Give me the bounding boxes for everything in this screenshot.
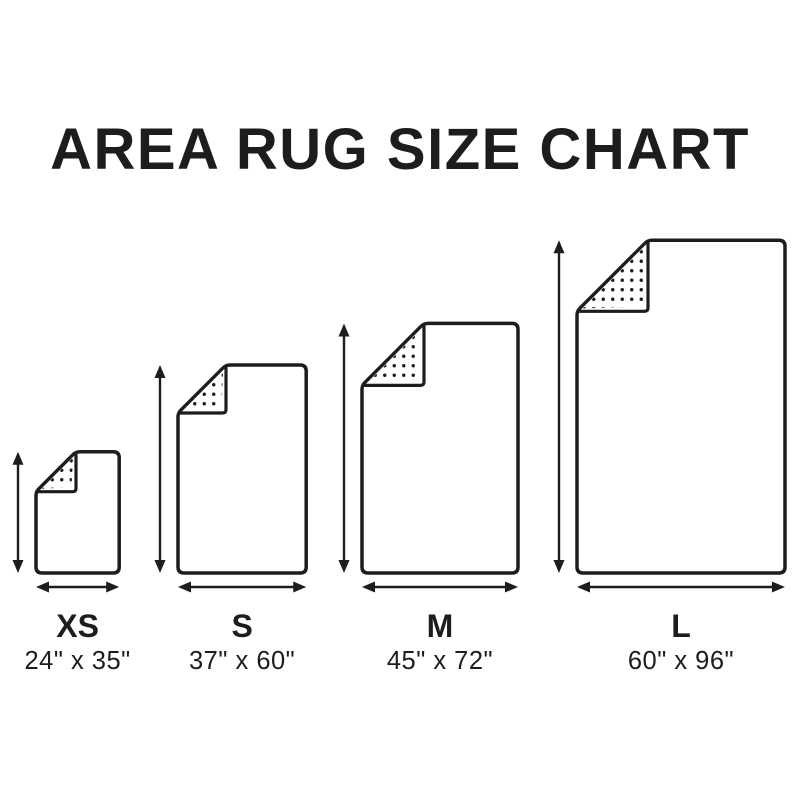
rug-figure-s: S 37" x 60": [154, 363, 308, 675]
size-code-label: L: [671, 608, 691, 644]
size-code-label: M: [427, 608, 454, 644]
arrowhead-left-icon: [362, 581, 375, 593]
rug-figure-xs: XS 24" x 35": [12, 449, 130, 675]
arrowhead-right-icon: [106, 581, 120, 593]
rug-figure-l: L 60" x 96": [553, 238, 787, 675]
arrowhead-left-icon: [577, 581, 590, 593]
arrowhead-left-icon: [178, 581, 191, 593]
chart-title: AREA RUG SIZE CHART: [50, 117, 750, 182]
fold-dots-pattern: [41, 457, 74, 489]
size-dimensions-label: 24" x 35": [24, 647, 130, 675]
arrowhead-up-icon: [154, 365, 166, 379]
width-arrow: [577, 581, 785, 593]
arrowhead-up-icon: [553, 240, 565, 254]
fold-dots-pattern: [367, 329, 422, 383]
size-code-label: S: [231, 608, 252, 644]
arrowhead-left-icon: [36, 581, 49, 593]
arrowhead-right-icon: [293, 581, 307, 593]
size-code-label: XS: [56, 608, 99, 644]
width-arrow: [178, 581, 307, 593]
arrowhead-right-icon: [504, 581, 518, 593]
height-arrow: [553, 240, 565, 573]
size-dimensions-label: 60" x 96": [628, 647, 734, 675]
arrowhead-down-icon: [338, 560, 350, 573]
fold-dots-pattern: [582, 246, 646, 309]
arrowhead-down-icon: [154, 560, 166, 573]
size-dimensions-label: 37" x 60": [189, 647, 295, 675]
rug-outline: [575, 238, 787, 575]
arrowhead-up-icon: [338, 323, 350, 337]
arrowhead-down-icon: [12, 560, 24, 573]
arrowhead-down-icon: [553, 560, 565, 573]
width-arrow: [36, 581, 120, 593]
width-arrow: [362, 581, 518, 593]
rug-figure-m: M 45" x 72": [338, 321, 520, 675]
height-arrow: [154, 365, 166, 573]
size-dimensions-label: 45" x 72": [387, 647, 493, 675]
fold-dots-pattern: [183, 370, 224, 411]
arrowhead-right-icon: [771, 581, 785, 593]
rug-outline: [176, 363, 308, 575]
arrowhead-up-icon: [12, 451, 24, 465]
height-arrow: [12, 451, 24, 573]
height-arrow: [338, 323, 350, 573]
